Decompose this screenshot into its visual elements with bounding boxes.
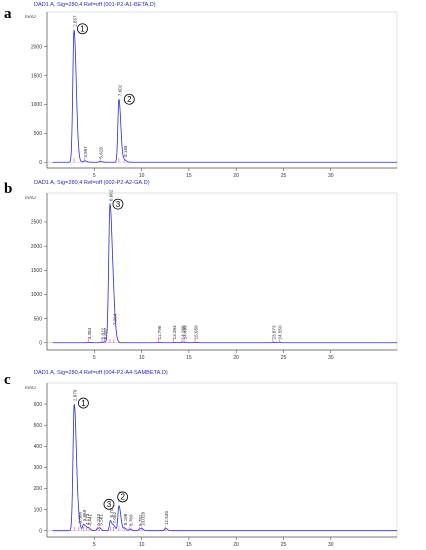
compound-marker-circle xyxy=(112,198,124,210)
x-tick-label: 5 xyxy=(93,173,96,179)
y-tick-label: 1000 xyxy=(31,292,42,298)
peak-label: 4.441 xyxy=(88,514,93,526)
y-tick-label: 1500 xyxy=(31,73,42,79)
peak-label: 3.869 xyxy=(82,509,87,521)
y-unit-label: mAU xyxy=(25,14,36,20)
peak-label: 8.198 xyxy=(123,513,128,525)
y-tick-label: 200 xyxy=(34,486,43,492)
y-tick-label: 1000 xyxy=(31,102,42,108)
compound-marker-circle xyxy=(78,397,89,409)
peak-label: 6.700 xyxy=(109,506,114,518)
x-tick-label: 30 xyxy=(328,542,334,548)
peak-label: 5.822 xyxy=(101,327,106,339)
compound-marker-label: 2 xyxy=(127,95,132,104)
peak-label: 15.658 xyxy=(194,325,199,339)
peak-label: 23.873 xyxy=(271,325,276,339)
y-tick-label: 100 xyxy=(34,507,43,513)
x-tick-label: 30 xyxy=(328,173,334,179)
chromatogram-header: DAD1 A, Sig=280,4 Ref=off (002-P2-A2-GA.… xyxy=(34,180,150,186)
compound-marker-label: 1 xyxy=(80,25,85,34)
x-tick-label: 10 xyxy=(139,542,145,548)
y-tick-label: 0 xyxy=(39,340,42,346)
y-tick-label: 2000 xyxy=(31,44,42,50)
x-tick-label: 5 xyxy=(93,542,96,548)
compound-marker-label: 2 xyxy=(120,493,125,502)
peak-label: 14.488 xyxy=(183,325,188,339)
peak-label: 2.879 xyxy=(73,389,78,401)
peak-label: 2.857 xyxy=(73,15,78,27)
y-tick-label: 0 xyxy=(39,528,42,534)
peak-label: 4.173 xyxy=(85,513,90,525)
peak-label: 3.366 xyxy=(77,512,82,524)
peak-label: 10.028 xyxy=(140,511,145,525)
x-tick-label: 15 xyxy=(186,355,192,361)
x-tick-label: 20 xyxy=(233,355,239,361)
y-tick-label: 1500 xyxy=(31,268,42,274)
peak-label: 13.394 xyxy=(172,325,177,339)
compound-marker-circle xyxy=(77,23,88,35)
y-unit-label: mAU xyxy=(25,195,36,201)
chromatogram-header: DAD1 A, Sig=280,4 Ref=off (001-P2-A1-BET… xyxy=(34,2,156,8)
x-tick-label: 25 xyxy=(281,173,287,179)
peak-label: 7.064 xyxy=(112,313,117,325)
x-tick-label: 5 xyxy=(93,355,96,361)
x-tick-label: 25 xyxy=(281,542,287,548)
x-tick-label: 10 xyxy=(139,173,145,179)
peak-label: 4.384 xyxy=(87,327,92,339)
peak-label: 6.097 xyxy=(103,327,108,339)
y-unit-label: mAU xyxy=(25,385,36,391)
peak-label: 7.052 xyxy=(112,512,117,524)
chart-panel-b: b DAD1 A, Sig=280,4 Ref=off (002-P2-A2-GA… xyxy=(4,180,398,361)
y-tick-label: 500 xyxy=(34,131,43,137)
x-tick-label: 10 xyxy=(139,355,145,361)
chart-panel-c: c DAD1 A, Sig=280,4 Ref=off (004-P2-A4-SA… xyxy=(4,370,398,548)
panel-letter: a xyxy=(4,6,12,22)
panel-letter: b xyxy=(4,181,12,197)
y-tick-label: 500 xyxy=(34,316,43,322)
y-tick-label: 500 xyxy=(34,423,43,429)
y-tick-label: 2500 xyxy=(31,220,42,226)
peak-label: 6.662 xyxy=(109,189,114,201)
peak-label: 8.168 xyxy=(123,145,128,157)
compound-marker-label: 1 xyxy=(81,399,86,408)
peak-label: 3.987 xyxy=(83,146,88,158)
x-tick-label: 20 xyxy=(233,542,239,548)
peak-label: 9.782 xyxy=(138,514,143,526)
peak-label: 24.550 xyxy=(278,325,283,339)
compound-marker-circle xyxy=(123,93,135,105)
peak-label: 11.795 xyxy=(157,325,162,339)
y-tick-label: 600 xyxy=(34,402,43,408)
plot-frame xyxy=(46,11,398,169)
peak-label: 5.581 xyxy=(98,514,103,526)
peak-label: 5.628 xyxy=(99,147,104,159)
compound-marker-label: 3 xyxy=(107,500,112,509)
peak-label: 14.266 xyxy=(180,325,185,339)
x-tick-label: 25 xyxy=(281,355,287,361)
peak-label: 12.538 xyxy=(164,511,169,525)
y-tick-label: 300 xyxy=(34,465,43,471)
compound-marker-label: 3 xyxy=(116,200,121,209)
y-tick-label: 400 xyxy=(34,444,43,450)
signal-trace xyxy=(52,202,397,344)
x-tick-label: 30 xyxy=(328,355,334,361)
signal-trace xyxy=(52,29,397,163)
x-tick-label: 20 xyxy=(233,173,239,179)
plot-frame xyxy=(46,382,398,538)
panel-letter: c xyxy=(4,372,11,388)
chromatogram-header: DAD1 A, Sig=280,4 Ref=off (004-P2-A4-SAM… xyxy=(34,370,168,376)
compound-marker-circle xyxy=(117,491,129,503)
x-tick-label: 15 xyxy=(186,173,192,179)
chart-panel-a: a DAD1 A, Sig=280,4 Ref=off (001-P2-A1-BE… xyxy=(4,2,398,179)
peak-label: 5.334 xyxy=(96,514,101,526)
y-tick-label: 0 xyxy=(39,160,42,166)
y-tick-label: 2000 xyxy=(31,244,42,250)
x-tick-label: 15 xyxy=(186,542,192,548)
compound-marker-circle xyxy=(103,498,115,510)
plot-frame xyxy=(46,192,398,351)
signal-trace xyxy=(52,404,397,532)
peak-label: 7.602 xyxy=(117,84,122,96)
peak-label: 8.769 xyxy=(128,514,133,526)
